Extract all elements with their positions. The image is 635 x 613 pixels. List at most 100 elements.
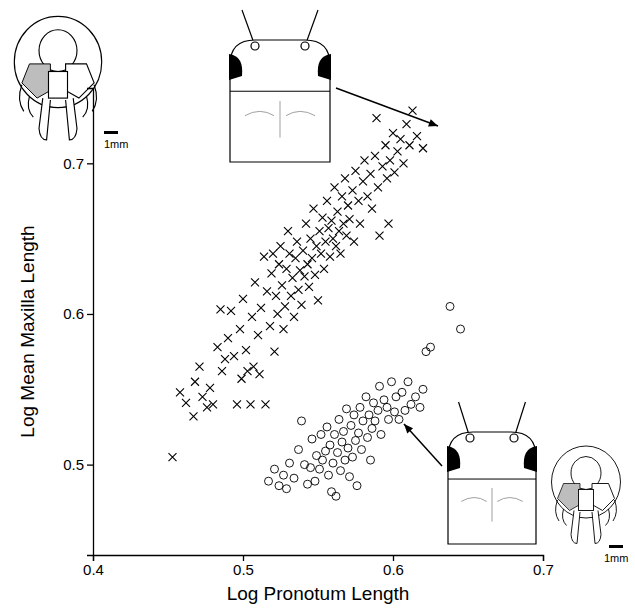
point — [233, 400, 241, 408]
labium — [579, 490, 594, 511]
point — [344, 444, 352, 452]
scale-label: 1mm — [104, 138, 128, 150]
point — [362, 393, 370, 401]
point — [385, 415, 393, 423]
eye — [447, 446, 460, 472]
point — [271, 465, 279, 473]
point — [308, 435, 316, 443]
axis-line — [87, 89, 94, 556]
point — [169, 453, 177, 461]
point — [293, 238, 301, 246]
point — [199, 393, 207, 401]
maxilla — [558, 484, 581, 511]
y-axis: 0.5 0.6 0.7 — [63, 89, 93, 556]
tick-mark — [87, 464, 93, 465]
point — [367, 170, 375, 178]
point — [416, 403, 424, 411]
antenna-base — [251, 42, 259, 50]
leg — [83, 85, 97, 117]
plot-area — [169, 107, 465, 501]
point — [182, 399, 190, 407]
point — [389, 129, 397, 137]
point — [317, 430, 325, 438]
tick-label: 0.7 — [63, 155, 84, 172]
point — [446, 302, 454, 310]
dorsal-head — [229, 10, 331, 162]
point — [371, 152, 379, 160]
point — [289, 274, 297, 282]
point — [190, 412, 198, 420]
point — [307, 235, 315, 243]
point — [407, 400, 415, 408]
point — [257, 304, 265, 312]
point — [332, 492, 340, 500]
point — [325, 471, 333, 479]
point — [311, 271, 319, 279]
point — [304, 260, 312, 268]
point — [334, 449, 342, 457]
palp — [592, 511, 601, 544]
point — [361, 156, 369, 164]
point — [397, 135, 405, 143]
point — [248, 313, 256, 321]
point — [368, 424, 376, 432]
point — [256, 370, 264, 378]
point — [394, 147, 402, 155]
point — [281, 302, 289, 310]
suture — [448, 479, 536, 480]
point — [295, 286, 303, 294]
point — [251, 278, 259, 286]
point — [266, 322, 274, 330]
point — [316, 465, 324, 473]
point — [322, 238, 330, 246]
point — [269, 250, 277, 258]
point — [376, 232, 384, 240]
head-outline — [230, 40, 330, 162]
antenna-base — [510, 434, 518, 442]
point — [427, 343, 435, 351]
point — [290, 474, 298, 482]
point — [365, 411, 373, 419]
point — [400, 159, 408, 167]
point — [313, 242, 321, 250]
maxilla-outline — [592, 484, 615, 511]
midline — [492, 488, 493, 522]
point — [374, 406, 382, 414]
point — [277, 242, 285, 250]
x-axis-title: Log Pronotum Length — [227, 583, 410, 604]
point — [371, 417, 379, 425]
point — [275, 260, 283, 268]
point — [250, 363, 258, 371]
point — [349, 453, 357, 461]
dorsal-head — [447, 402, 537, 544]
labium — [49, 72, 68, 99]
antenna-base — [301, 42, 309, 50]
point — [383, 174, 391, 182]
point — [341, 456, 349, 464]
point — [386, 156, 394, 164]
tick-label: 0.5 — [63, 456, 84, 473]
point — [176, 388, 184, 396]
point — [286, 250, 294, 258]
point — [359, 417, 367, 425]
point — [304, 480, 312, 488]
point — [217, 305, 225, 313]
tick: 0.7 — [63, 155, 93, 172]
head-capsule — [552, 446, 621, 518]
point — [377, 430, 385, 438]
point — [298, 417, 306, 425]
leg — [19, 85, 33, 117]
point — [395, 415, 403, 423]
tick-label: 0.6 — [63, 305, 84, 322]
point — [209, 400, 217, 408]
point — [364, 433, 372, 441]
arrow-head — [404, 424, 413, 433]
point — [191, 378, 199, 386]
tick: 0.7 — [533, 555, 554, 578]
point — [404, 378, 412, 386]
point — [299, 247, 307, 255]
point — [286, 459, 294, 467]
chart: 1mm1mm0.40.50.60.70.50.60.7Log Pronotum … — [0, 0, 635, 613]
point — [331, 183, 339, 191]
point — [325, 224, 333, 232]
